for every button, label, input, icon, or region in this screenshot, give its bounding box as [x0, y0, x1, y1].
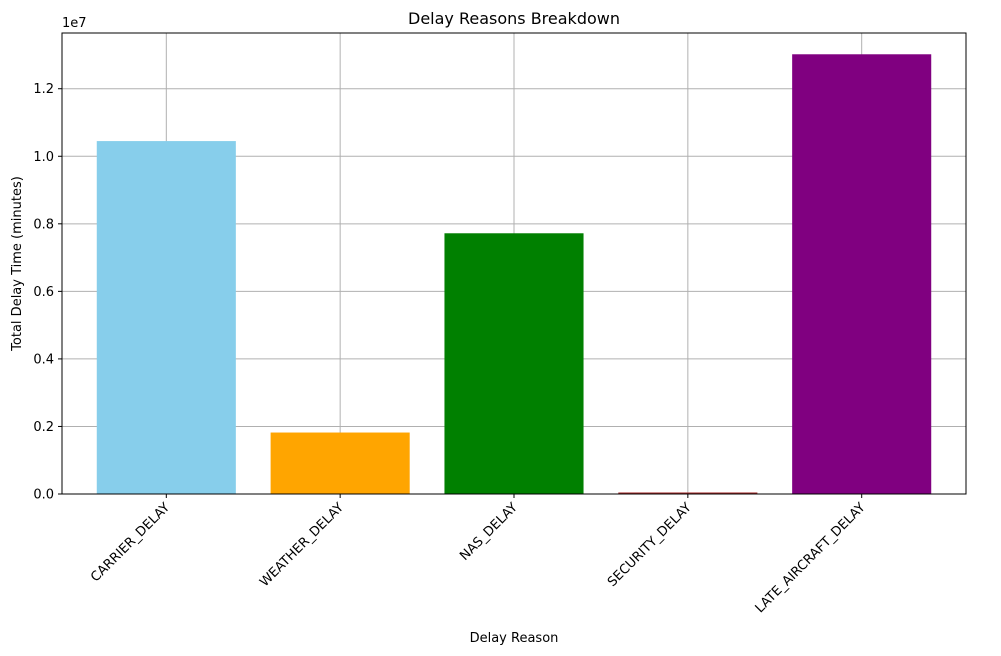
bar-carrier-delay [96, 141, 236, 495]
chart-title: Delay Reasons Breakdown [408, 9, 620, 28]
x-axis-label: Delay Reason [470, 631, 559, 646]
bar-late-aircraft-delay [792, 54, 932, 495]
y-offset-label: 1e7 [62, 16, 87, 31]
bar-nas-delay [444, 233, 584, 494]
bar-security-delay [618, 492, 758, 494]
y-tick-label: 0.4 [33, 352, 54, 367]
y-axis-label: Total Delay Time (minutes) [10, 176, 25, 352]
bars [96, 54, 932, 495]
y-tick-label: 0.6 [33, 285, 54, 300]
y-tick-label: 1.2 [33, 82, 54, 97]
y-tick-label: 0.0 [33, 488, 54, 503]
y-tick-label: 0.2 [33, 420, 54, 435]
y-tick-label: 0.8 [33, 217, 54, 232]
y-tick-label: 1.0 [33, 150, 54, 165]
bar-weather-delay [270, 432, 410, 494]
